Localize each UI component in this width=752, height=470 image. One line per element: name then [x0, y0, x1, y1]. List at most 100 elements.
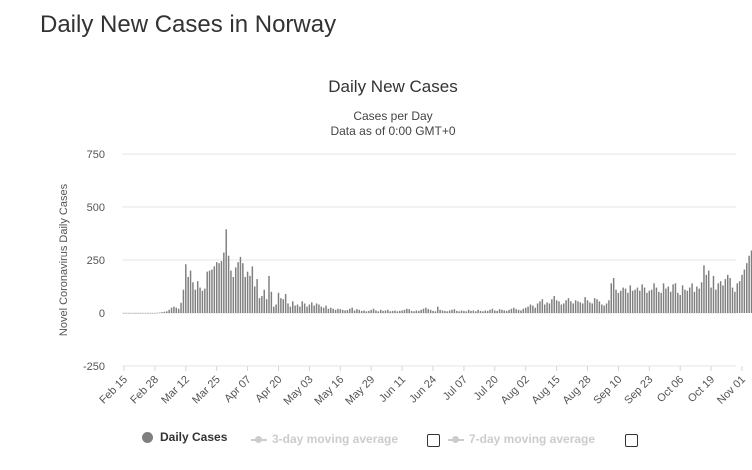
bar[interactable]: [253, 286, 256, 314]
bar[interactable]: [441, 310, 444, 313]
bar[interactable]: [356, 309, 358, 313]
bar[interactable]: [439, 309, 441, 313]
bar[interactable]: [705, 274, 708, 313]
bar[interactable]: [199, 287, 201, 313]
bar[interactable]: [275, 304, 277, 313]
bar[interactable]: [712, 275, 715, 313]
bar[interactable]: [570, 301, 572, 313]
bar[interactable]: [653, 283, 655, 313]
bar[interactable]: [681, 285, 684, 313]
bar[interactable]: [206, 271, 208, 313]
bar[interactable]: [363, 310, 365, 313]
bar[interactable]: [482, 311, 484, 313]
bar[interactable]: [182, 289, 185, 313]
bar[interactable]: [434, 311, 437, 313]
bar[interactable]: [508, 309, 510, 313]
bar[interactable]: [287, 303, 289, 313]
bar[interactable]: [427, 309, 429, 313]
bar[interactable]: [420, 309, 422, 313]
bar[interactable]: [669, 291, 672, 313]
bar[interactable]: [612, 278, 615, 313]
bar[interactable]: [406, 308, 408, 313]
bar[interactable]: [413, 311, 415, 313]
bar[interactable]: [465, 311, 468, 313]
bar[interactable]: [717, 283, 719, 313]
bar[interactable]: [629, 285, 632, 313]
bar[interactable]: [189, 270, 192, 313]
bar[interactable]: [227, 255, 230, 313]
bar[interactable]: [341, 309, 344, 313]
bar[interactable]: [239, 256, 242, 313]
bar[interactable]: [589, 302, 591, 313]
bar[interactable]: [213, 266, 216, 313]
bar[interactable]: [382, 310, 384, 313]
bar[interactable]: [294, 305, 296, 313]
bar[interactable]: [688, 287, 691, 313]
bar[interactable]: [370, 309, 372, 313]
bar[interactable]: [263, 289, 265, 313]
bar[interactable]: [529, 304, 532, 313]
bar[interactable]: [524, 307, 527, 313]
bar[interactable]: [617, 292, 620, 313]
bar[interactable]: [311, 302, 313, 313]
bar[interactable]: [475, 311, 477, 313]
bar[interactable]: [403, 309, 406, 313]
bar[interactable]: [555, 300, 558, 313]
bar[interactable]: [306, 306, 308, 313]
bar[interactable]: [196, 281, 199, 313]
bar[interactable]: [660, 292, 662, 313]
bar[interactable]: [582, 303, 584, 313]
legend-7-day-average[interactable]: 7-day moving average: [448, 432, 595, 446]
bar[interactable]: [398, 310, 401, 313]
bar[interactable]: [365, 311, 368, 313]
bar[interactable]: [327, 308, 330, 313]
bar[interactable]: [180, 302, 182, 313]
bar[interactable]: [693, 291, 696, 313]
bar[interactable]: [620, 290, 622, 313]
bar[interactable]: [722, 285, 724, 313]
bar[interactable]: [346, 310, 349, 313]
bar[interactable]: [729, 278, 731, 313]
bar[interactable]: [303, 303, 306, 313]
bar[interactable]: [593, 298, 596, 313]
bar[interactable]: [384, 310, 387, 313]
bar[interactable]: [308, 304, 311, 313]
bar[interactable]: [491, 308, 494, 313]
bar[interactable]: [562, 303, 565, 313]
bar[interactable]: [746, 263, 748, 313]
bar[interactable]: [128, 313, 130, 314]
bar[interactable]: [631, 290, 634, 313]
bar[interactable]: [282, 299, 284, 313]
bar[interactable]: [622, 287, 624, 313]
bar[interactable]: [534, 307, 536, 313]
bar[interactable]: [351, 307, 353, 313]
bar[interactable]: [158, 312, 161, 314]
legend-7-day-average-checkbox[interactable]: [625, 434, 638, 447]
bar[interactable]: [667, 286, 670, 314]
bar[interactable]: [453, 309, 456, 313]
bar[interactable]: [456, 310, 458, 313]
bar[interactable]: [446, 311, 448, 313]
bar[interactable]: [353, 310, 356, 313]
bar[interactable]: [496, 310, 498, 313]
legend-daily-cases[interactable]: Daily Cases: [142, 430, 227, 444]
bar[interactable]: [700, 282, 703, 313]
bar[interactable]: [551, 299, 553, 313]
bar[interactable]: [650, 289, 653, 313]
bar[interactable]: [425, 307, 427, 313]
bar[interactable]: [137, 313, 139, 314]
bar[interactable]: [586, 300, 589, 313]
bar[interactable]: [292, 301, 294, 313]
bar[interactable]: [251, 266, 254, 313]
bar[interactable]: [584, 297, 586, 313]
bar[interactable]: [748, 255, 750, 313]
bar[interactable]: [418, 310, 420, 313]
bar[interactable]: [553, 296, 555, 313]
bar[interactable]: [543, 304, 546, 313]
bar[interactable]: [173, 306, 175, 313]
bar[interactable]: [135, 313, 137, 314]
bar[interactable]: [646, 292, 648, 313]
bar[interactable]: [396, 311, 399, 313]
bar[interactable]: [662, 283, 665, 313]
bar[interactable]: [715, 289, 717, 313]
